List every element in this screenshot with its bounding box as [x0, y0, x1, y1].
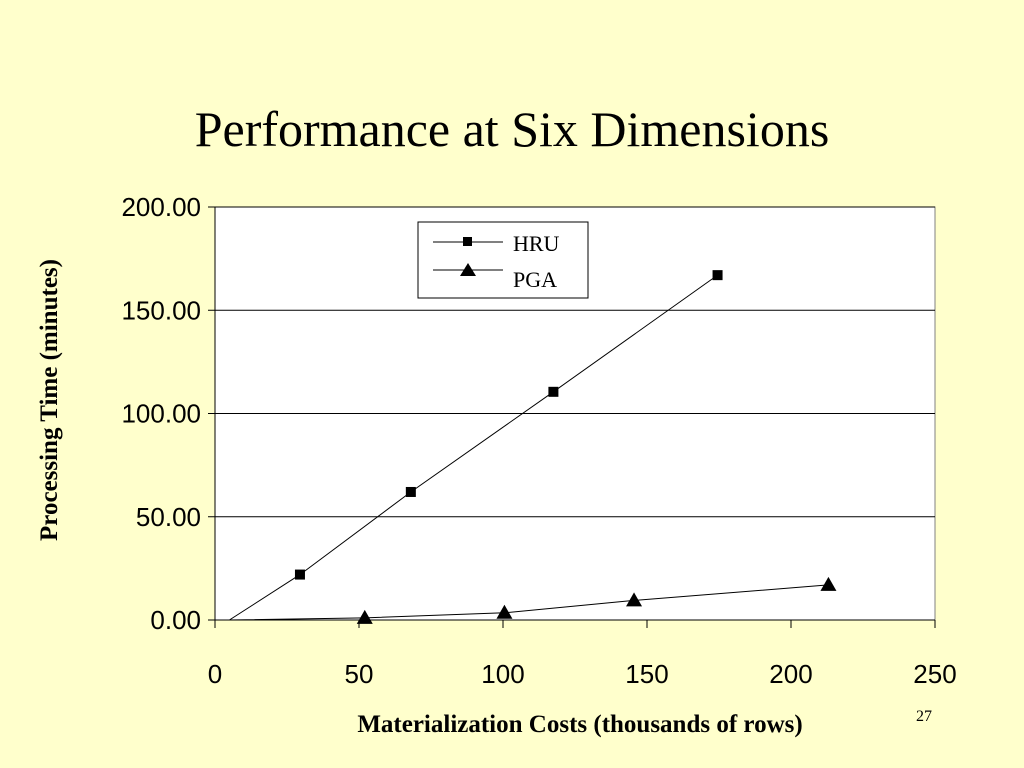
data-point-pga [820, 576, 837, 591]
legend-marker-pga [460, 263, 476, 276]
y-axis-label: Processing Time (minutes) [36, 259, 63, 541]
x-tick-label: 150 [625, 659, 668, 689]
x-tick-label: 250 [913, 659, 956, 689]
page-number: 27 [916, 708, 932, 725]
data-point-hru [294, 569, 305, 580]
legend-label-hru: HRU [513, 231, 560, 256]
data-point-hru [712, 270, 723, 281]
y-tick-label: 0.00 [150, 605, 201, 635]
y-tick-label: 50.00 [136, 502, 201, 532]
x-axis-ticks: 0 50 100 150 200 250 [208, 620, 957, 689]
legend-marker-hru [463, 237, 472, 246]
data-point-pga [626, 592, 643, 607]
y-tick-label: 100.00 [121, 399, 201, 429]
data-point-hru [405, 486, 416, 497]
x-tick-label: 0 [208, 659, 222, 689]
legend-box [417, 221, 589, 299]
data-point-hru [548, 386, 559, 397]
legend-label-pga: PGA [513, 267, 557, 292]
x-tick-label: 200 [769, 659, 812, 689]
data-point-pga [356, 609, 373, 624]
gridlines [215, 206, 935, 518]
y-tick-label: 200.00 [121, 192, 201, 222]
y-tick-label: 150.00 [121, 295, 201, 325]
x-axis-label: Materialization Costs (thousands of rows… [357, 711, 802, 738]
x-tick-label: 50 [345, 659, 374, 689]
y-axis-ticks: 0.00 50.00 100.00 150.00 200.00 [121, 192, 215, 635]
series-layer [229, 270, 837, 624]
legend: HRU PGA [417, 221, 589, 299]
data-point-pga [496, 604, 513, 619]
slide-title: Performance at Six Dimensions [194, 101, 830, 157]
x-tick-label: 100 [481, 659, 524, 689]
